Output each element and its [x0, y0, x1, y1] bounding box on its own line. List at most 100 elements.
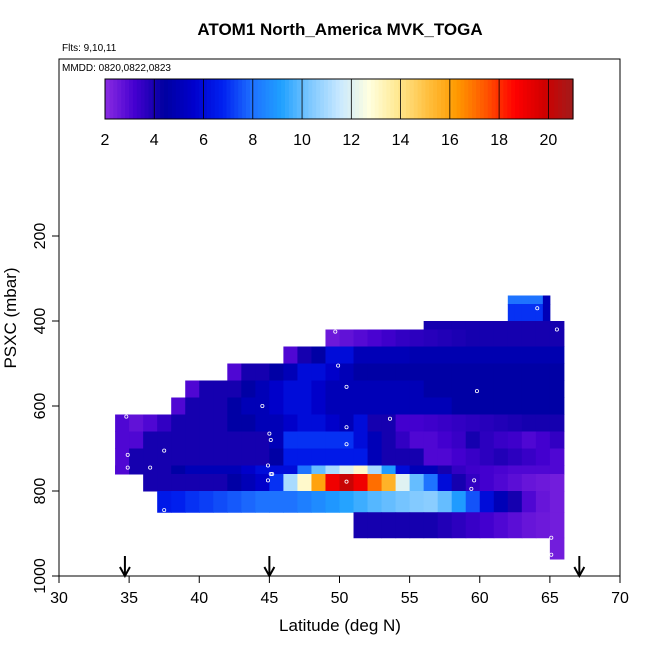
- heatmap-cell: [395, 414, 411, 432]
- heatmap-cell: [325, 414, 340, 432]
- heatmap-cell: [367, 491, 383, 513]
- sample-point: [549, 535, 554, 540]
- x-tick-label: 50: [331, 590, 349, 607]
- heatmap-cell: [353, 346, 369, 364]
- heatmap-cell: [423, 474, 439, 492]
- colorbar-segment: [284, 79, 289, 119]
- heatmap-cell: [507, 414, 523, 432]
- colorbar-segment: [222, 79, 227, 119]
- heatmap-cell: [535, 465, 551, 475]
- heatmap-cell: [115, 448, 130, 466]
- heatmap-cell: [549, 512, 565, 539]
- heatmap-cell: [493, 431, 509, 449]
- heatmap-cell: [171, 414, 186, 432]
- colorbar-segment: [171, 79, 176, 119]
- x-tick-label: 65: [541, 590, 559, 607]
- heatmap-cell: [507, 512, 523, 539]
- flights-note: Flts: 9,10,11: [62, 43, 117, 54]
- heatmap-cell: [199, 465, 214, 475]
- heatmap-cell: [213, 465, 228, 475]
- heatmap-cell: [255, 414, 270, 432]
- heatmap-cell: [409, 448, 425, 466]
- colorbar-segment: [350, 79, 356, 119]
- colorbar-segment: [393, 79, 399, 119]
- heatmap-cell: [437, 397, 453, 415]
- heatmap-cell: [269, 414, 284, 432]
- heatmap-cell: [423, 321, 439, 330]
- dates-note: MMDD: 0820,0822,0823: [62, 63, 171, 74]
- heatmap-cell: [185, 414, 200, 432]
- heatmap-cell: [465, 512, 481, 539]
- heatmap-cell: [535, 363, 551, 381]
- heatmap-cell: [437, 321, 453, 330]
- heatmap-cell: [255, 363, 270, 381]
- heatmap-cell: [283, 431, 298, 449]
- colorbar-segment: [264, 79, 270, 119]
- heatmap-cell: [542, 304, 551, 322]
- heatmap-cell: [115, 414, 130, 432]
- x-tick-label: 35: [120, 590, 138, 607]
- colorbar-segment: [233, 79, 239, 119]
- x-tick-label: 40: [190, 590, 208, 607]
- heatmap-cell: [465, 465, 481, 475]
- heatmap-cell: [381, 431, 397, 449]
- colorbar-tick-label: 20: [539, 132, 557, 149]
- heatmap-cell: [395, 380, 411, 398]
- heatmap-cell: [381, 491, 397, 513]
- heatmap-cell: [423, 380, 439, 398]
- heatmap-cell: [479, 448, 495, 466]
- sample-point: [265, 478, 270, 483]
- colorbar-segment: [198, 79, 204, 119]
- colorbar-segment: [296, 79, 301, 119]
- heatmap-cell: [213, 380, 228, 398]
- colorbar-segment: [268, 79, 274, 119]
- heatmap-cell: [395, 329, 411, 347]
- heatmap-cell: [437, 414, 453, 432]
- heatmap-cell: [367, 474, 383, 492]
- sample-point: [260, 403, 265, 408]
- y-tick-label: 1000: [32, 558, 49, 594]
- colorbar-segment: [323, 79, 328, 119]
- heatmap-cell: [479, 512, 495, 539]
- heatmap-cell: [395, 491, 411, 513]
- heatmap-cell: [528, 295, 537, 305]
- y-tick-label: 800: [32, 478, 49, 505]
- heatmap-cell: [535, 295, 544, 305]
- heatmap-cell: [311, 491, 326, 513]
- heatmap-cell: [395, 363, 411, 381]
- colorbar-segment: [362, 79, 367, 119]
- heatmap-cell: [549, 537, 565, 560]
- heatmap-cell: [535, 304, 544, 322]
- heatmap-cell: [185, 474, 200, 492]
- colorbar-segment: [413, 79, 418, 119]
- heatmap-cell: [367, 465, 383, 475]
- colorbar-segment: [428, 79, 434, 119]
- colorbar-tick-label: 12: [342, 132, 360, 149]
- heatmap-cell: [437, 474, 453, 492]
- heatmap-cell: [297, 465, 312, 475]
- sample-point: [270, 471, 275, 476]
- heatmap-cell: [465, 363, 481, 381]
- heatmap-cell: [423, 397, 439, 415]
- heatmap-cell: [185, 465, 200, 475]
- colorbar-segment: [409, 79, 414, 119]
- heatmap-cell: [283, 380, 298, 398]
- heatmap-cell: [339, 346, 355, 364]
- colorbar-segment: [303, 79, 309, 119]
- heatmap-cell: [409, 465, 425, 475]
- heatmap-cell: [143, 474, 158, 492]
- heatmap-cell: [521, 448, 537, 466]
- heatmap-cell: [311, 414, 326, 432]
- heatmap-cell: [465, 329, 481, 347]
- heatmap-cell: [199, 431, 214, 449]
- heatmap-cell: [297, 414, 312, 432]
- heatmap-cell: [451, 474, 467, 492]
- heatmap-cell: [311, 346, 326, 364]
- colorbar-segment: [128, 79, 133, 119]
- heatmap-cell: [143, 465, 158, 475]
- heatmap-cell: [269, 363, 284, 381]
- heatmap-cell: [535, 431, 551, 449]
- heatmap-cell: [325, 491, 340, 513]
- heatmap-cell: [199, 474, 214, 492]
- heatmap-cell: [325, 363, 340, 381]
